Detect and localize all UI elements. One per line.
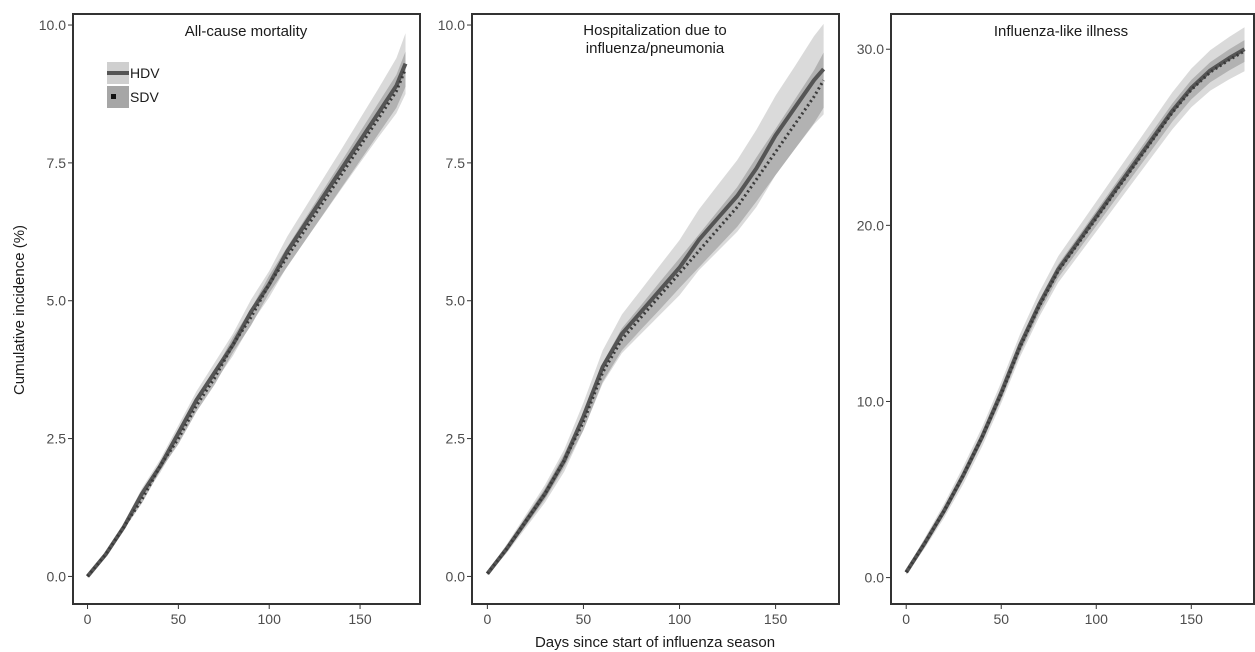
x-tick-label: 100 [258, 611, 282, 627]
panel-title: Influenza-like illness [994, 23, 1128, 40]
series-line-sdv [904, 49, 1246, 574]
legend-marker-sdv [111, 94, 116, 99]
y-tick-label: 20.0 [857, 217, 884, 233]
y-tick-label: 7.5 [47, 155, 67, 171]
y-tick-label: 10.0 [39, 17, 66, 33]
panel-title: All-cause mortality [185, 23, 308, 40]
y-tick-label: 10.0 [857, 393, 884, 409]
x-axis-ticks: 0 50 100 150 [483, 604, 787, 627]
legend-label-hdv: HDV [130, 65, 160, 81]
line-layer [904, 47, 1246, 574]
series-line-hdv [85, 62, 408, 578]
x-tick-label: 100 [668, 611, 692, 627]
y-tick-label: 0.0 [865, 570, 885, 586]
series-line-hdv [485, 67, 826, 575]
x-tick-label: 50 [171, 611, 187, 627]
panel-frame [72, 13, 421, 605]
x-tick-label: 50 [576, 611, 592, 627]
legend: HDV SDV [107, 62, 160, 108]
ci-band-layer [487, 23, 824, 576]
panel-frame [471, 13, 840, 605]
panel-influenza-like-illness: Influenza-like illness 0 50 100 150 0.0 10.0… [857, 13, 1255, 627]
ci-band-hdv [87, 33, 406, 578]
panel-all-cause-mortality: All-cause mortality 0 50 100 150 0.0 2.5 5.0 7… [39, 13, 421, 627]
ci-band-hdv [906, 27, 1245, 575]
y-axis-ticks: 0.0 2.5 5.0 7.5 10.0 [39, 17, 73, 584]
panel-title-line-2: influenza/pneumonia [586, 40, 725, 57]
y-tick-label: 30.0 [857, 41, 884, 57]
x-tick-label: 150 [764, 611, 788, 627]
y-tick-label: 2.5 [446, 431, 466, 447]
x-tick-label: 100 [1085, 611, 1109, 627]
x-tick-label: 150 [348, 611, 372, 627]
ci-band-layer [906, 27, 1245, 575]
series-line-sdv [86, 68, 407, 578]
x-axis-ticks: 0 50 100 150 [84, 604, 372, 627]
legend-label-sdv: SDV [130, 89, 159, 105]
y-axis-title: Cumulative incidence (%) [11, 225, 28, 395]
x-tick-label: 0 [84, 611, 92, 627]
y-tick-label: 0.0 [446, 568, 466, 584]
y-tick-label: 5.0 [446, 293, 466, 309]
panel-frame [890, 13, 1255, 605]
x-tick-label: 50 [993, 611, 1009, 627]
y-tick-label: 10.0 [438, 17, 465, 33]
legend-item-sdv: SDV [107, 86, 159, 108]
legend-item-hdv: HDV [107, 62, 160, 84]
x-tick-label: 0 [483, 611, 491, 627]
x-axis-title: Days since start of influenza season [535, 634, 775, 651]
line-layer [85, 62, 408, 578]
y-axis-ticks: 0.0 2.5 5.0 7.5 10.0 [438, 17, 472, 584]
ci-band-layer [87, 33, 406, 578]
y-tick-label: 7.5 [446, 155, 466, 171]
panel-hospitalization-influenza-pneumonia: Hospitalization due to influenza/pneumon… [438, 13, 840, 627]
y-axis-ticks: 0.0 10.0 20.0 30.0 [857, 41, 891, 586]
y-tick-label: 5.0 [47, 293, 67, 309]
x-axis-ticks: 0 50 100 150 [902, 604, 1203, 627]
x-tick-label: 0 [902, 611, 910, 627]
panel-title-line-1: Hospitalization due to [583, 22, 726, 39]
y-tick-label: 2.5 [47, 431, 67, 447]
line-layer [485, 67, 826, 575]
y-tick-label: 0.0 [47, 568, 67, 584]
x-tick-label: 150 [1180, 611, 1204, 627]
legend-key-sdv [107, 86, 129, 108]
